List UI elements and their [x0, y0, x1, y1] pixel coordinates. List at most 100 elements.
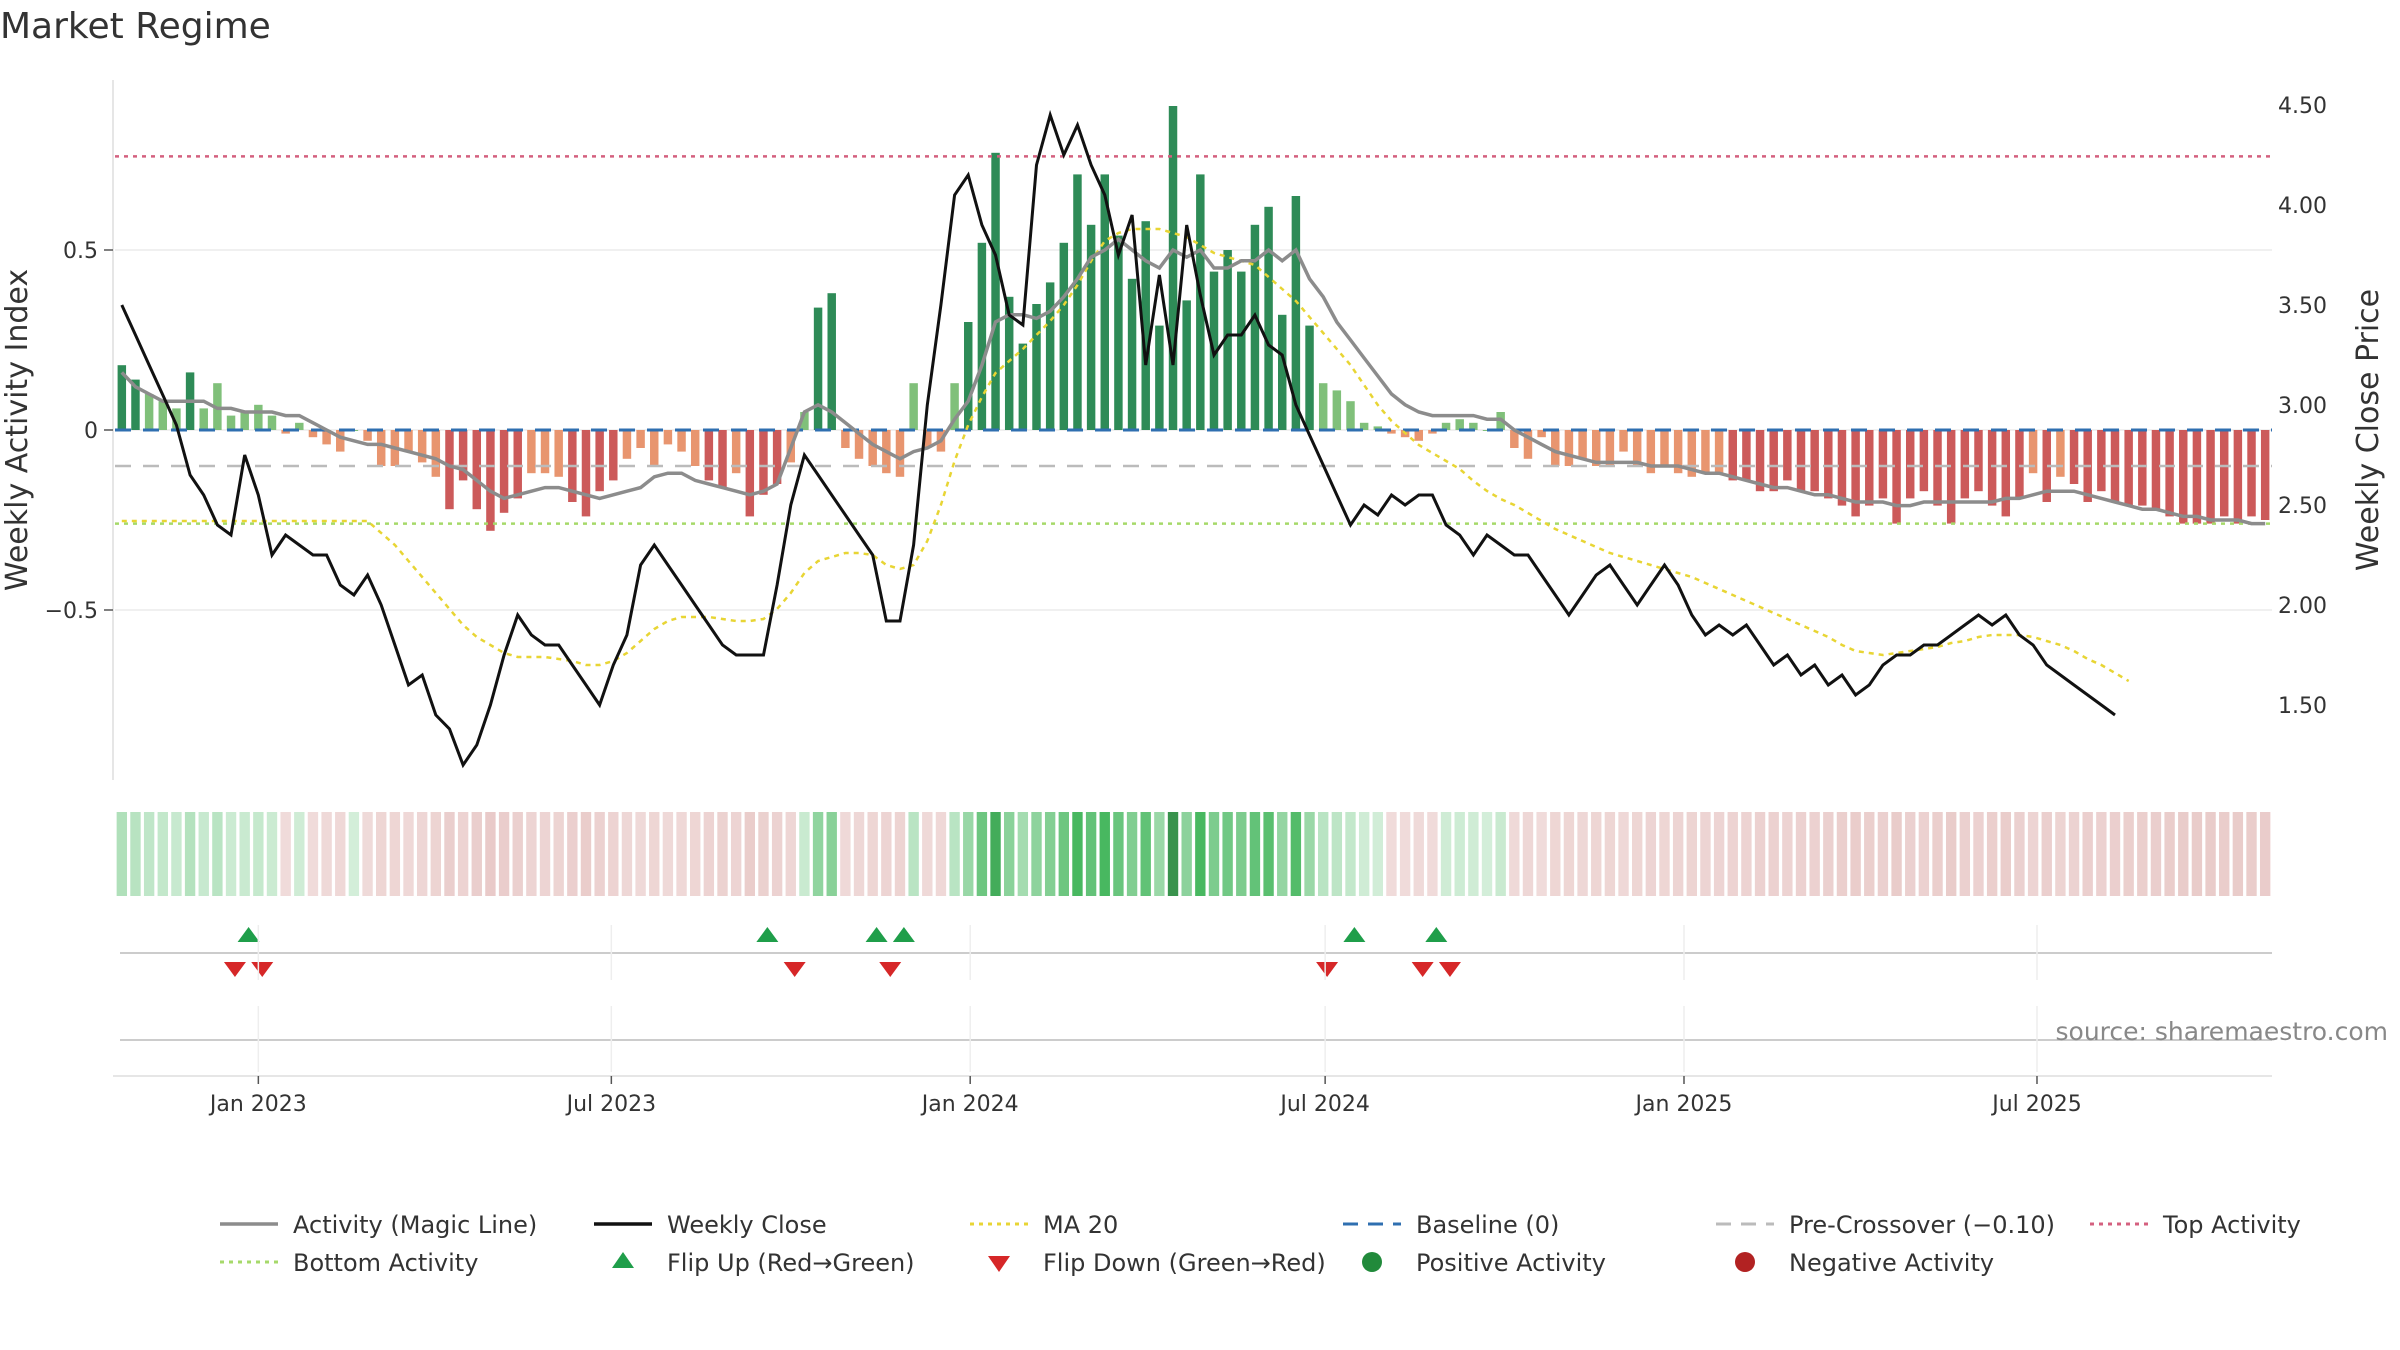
heat-cell	[1331, 812, 1343, 896]
heat-cell	[730, 812, 742, 896]
heat-cell	[512, 812, 523, 896]
legend-swatch	[1362, 1252, 1382, 1272]
heat-cell	[894, 812, 906, 896]
activity-bar	[267, 415, 277, 430]
activity-bar	[1551, 430, 1560, 466]
heat-cell	[1727, 812, 1738, 896]
heat-cell	[2164, 812, 2175, 896]
heat-cell	[1304, 812, 1315, 896]
activity-bar	[1769, 430, 1778, 492]
heat-cell	[471, 812, 482, 896]
activity-bar	[663, 430, 673, 445]
activity-bar	[2233, 430, 2243, 524]
activity-bar	[1619, 430, 1628, 452]
activity-bar	[527, 430, 536, 474]
heat-cell	[1509, 812, 1520, 896]
heat-cell	[1850, 812, 1861, 896]
activity-bar	[431, 430, 441, 477]
flip-down-marker	[1411, 962, 1434, 977]
activity-bar	[1441, 422, 1451, 430]
heat-cell	[184, 812, 196, 896]
heat-cell	[2191, 812, 2203, 896]
heat-cell	[2096, 812, 2107, 896]
heat-cell	[2150, 812, 2162, 896]
heat-cell	[1864, 812, 1875, 896]
activity-bar	[458, 430, 468, 481]
weekly-close-line	[120, 109, 2116, 769]
heat-cell	[1399, 812, 1411, 896]
heat-cell	[963, 812, 974, 896]
heat-cell	[2014, 812, 2025, 896]
x-tick-label: Jan 2025	[1634, 1092, 1733, 1117]
source-note: source: sharemaestro.com	[2056, 1017, 2389, 1046]
activity-bar	[1318, 383, 1328, 430]
activity-bar	[964, 322, 973, 430]
legend-label: Activity (Magic Line)	[293, 1211, 537, 1239]
heat-cell	[1659, 812, 1670, 896]
heat-cell	[785, 812, 796, 896]
heat-cell	[335, 812, 346, 896]
heat-cell	[225, 812, 237, 896]
activity-bar	[1564, 430, 1574, 466]
activity-bar	[404, 430, 413, 452]
activity-bar	[2260, 430, 2270, 520]
heat-cell	[1577, 812, 1588, 896]
heat-cell	[198, 812, 209, 896]
heat-cell	[2205, 812, 2216, 896]
heat-cell	[1591, 812, 1602, 896]
activity-bar	[909, 383, 918, 430]
activity-bar	[295, 422, 304, 430]
activity-bar	[417, 430, 427, 463]
heat-cell	[485, 812, 496, 896]
activity-bar	[445, 430, 454, 510]
x-axis: Jan 2023 Jul 2023 Jan 2024 Jul 2024 Jan 2025…	[113, 925, 2272, 1117]
activity-bar	[281, 430, 290, 434]
heat-cell	[2178, 812, 2189, 896]
heat-cell	[717, 812, 728, 896]
heat-cell	[2000, 812, 2011, 896]
heat-cell	[1768, 812, 1779, 896]
left-tick-label: −0.5	[45, 599, 98, 624]
activity-bar	[2001, 430, 2011, 517]
heat-cell	[1495, 812, 1506, 896]
activity-bar	[977, 242, 987, 430]
chart-title: Market Regime	[0, 6, 271, 47]
heat-cell	[1386, 812, 1397, 896]
heat-cell	[376, 812, 387, 896]
heat-cell	[1413, 812, 1424, 896]
heat-cell	[239, 812, 250, 896]
activity-bar	[1919, 430, 1929, 492]
heat-cell	[1222, 812, 1233, 896]
heat-cell	[1468, 812, 1479, 896]
activity-bar	[1987, 430, 1997, 506]
activity-bar	[1824, 430, 1833, 499]
heat-cell	[1140, 812, 1151, 896]
activity-bar	[1783, 430, 1792, 481]
legend-swatch	[988, 1256, 1010, 1272]
right-tick-label: 3.00	[2278, 394, 2327, 419]
activity-bar	[117, 365, 127, 430]
heat-cell	[1358, 812, 1370, 896]
heat-cell	[416, 812, 428, 896]
heat-cell	[157, 812, 168, 896]
legend: Activity (Magic Line) Weekly Close MA 20 Ba…	[220, 1211, 2301, 1277]
heat-cell	[771, 812, 783, 896]
heat-cell	[703, 812, 715, 896]
heat-cell	[1017, 812, 1029, 896]
y-axis-right-title: Weekly Close Price	[2351, 289, 2386, 571]
x-tick-label: Jan 2023	[208, 1092, 307, 1117]
flip-down-marker	[223, 962, 246, 977]
activity-bar	[254, 404, 263, 430]
activity-bar	[1755, 430, 1765, 492]
activity-bar	[363, 430, 372, 441]
activity-bar	[2069, 430, 2079, 484]
heat-cell	[116, 812, 128, 896]
heat-cell	[1891, 812, 1902, 896]
heat-cell	[1372, 812, 1383, 896]
heat-cell	[758, 812, 769, 896]
heat-cell	[430, 812, 442, 896]
legend-swatch	[612, 1252, 634, 1268]
activity-bar	[1905, 430, 1915, 499]
activity-bar	[1646, 430, 1656, 474]
heat-cell	[362, 812, 373, 896]
